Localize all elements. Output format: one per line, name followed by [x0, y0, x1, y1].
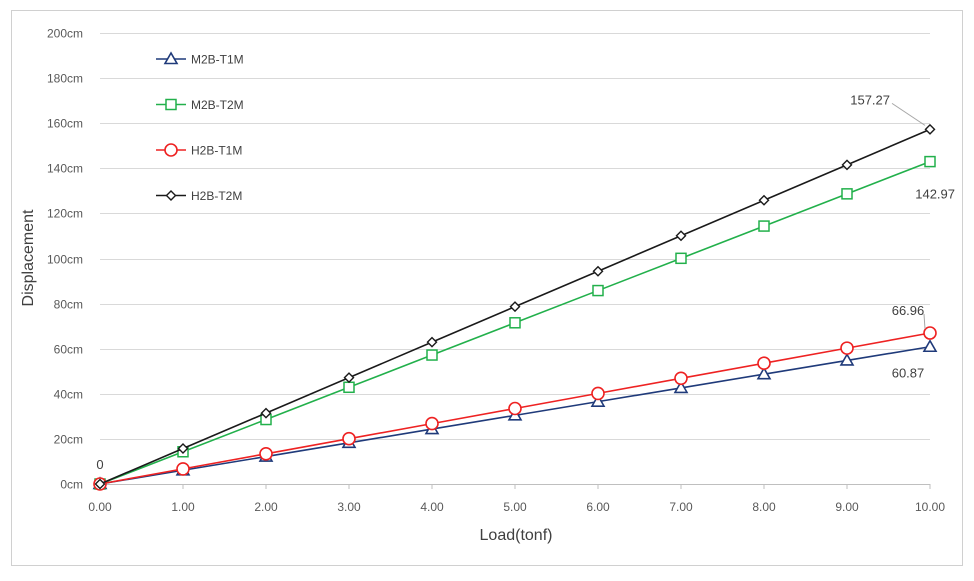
series-group: [92, 123, 938, 491]
x-tick-label: 2.00: [254, 500, 278, 514]
data-point-m2b-t2m: [924, 155, 936, 168]
legend-marker-h2b-t2m: [165, 190, 177, 201]
data-point-h2b-t1m: [176, 462, 190, 476]
data-point-h2b-t1m: [923, 326, 937, 340]
data-label: 0: [96, 457, 103, 472]
data-point-h2b-t2m: [260, 407, 272, 419]
chart-border: [11, 10, 963, 566]
data-point-h2b-t1m: [508, 401, 522, 416]
y-axis-label: Displacement: [20, 209, 37, 306]
x-tick-label: 3.00: [337, 500, 361, 514]
data-point-m2b-t1m: [839, 352, 855, 366]
legend-item-m2b-t1m: M2B-T1M: [156, 51, 244, 67]
y-tick-label: 100cm: [47, 253, 83, 267]
data-point-h2b-t2m: [94, 478, 106, 490]
data-point-h2b-t2m: [177, 443, 189, 455]
data-point-h2b-t1m: [591, 386, 605, 401]
data-point-h2b-t1m: [342, 431, 356, 446]
y-tick-label: 60cm: [54, 343, 83, 357]
x-tick-label: 9.00: [835, 500, 859, 514]
data-label: 142.97: [915, 187, 955, 202]
legend-label-m2b-t2m: M2B-T2M: [191, 98, 244, 112]
series-h2b-t2m: [94, 123, 936, 490]
data-point-h2b-t1m: [259, 447, 273, 461]
data-point-m2b-t1m: [673, 380, 689, 394]
data-point-m2b-t2m: [592, 284, 604, 297]
data-label: 157.27: [850, 92, 890, 107]
legend-label-m2b-t1m: M2B-T1M: [191, 53, 244, 67]
axes: 0cm 20cm 40cm 60cm 80cm 100cm 120cm 140cm 160cm 1…: [47, 27, 945, 515]
x-tick-label: 5.00: [503, 500, 527, 514]
data-annotations: 0 157.27 142.97 66.96 60.87: [96, 92, 955, 472]
y-tick-label: 40cm: [54, 388, 83, 402]
data-point-m2b-t2m: [841, 188, 853, 200]
legend-marker-m2b-t1m: [163, 51, 179, 65]
x-tick-label: 6.00: [586, 500, 610, 514]
data-point-m2b-t2m: [758, 220, 770, 232]
data-point-h2b-t2m: [426, 336, 438, 348]
y-tick-label: 20cm: [54, 433, 83, 447]
data-point-h2b-t2m: [343, 372, 355, 384]
legend-item-m2b-t2m: M2B-T2M: [156, 98, 244, 112]
x-axis-label: Load(tonf): [480, 527, 553, 544]
data-point-h2b-t1m: [757, 356, 771, 370]
data-point-m2b-t1m: [922, 339, 938, 353]
y-tick-label: 0cm: [60, 478, 83, 492]
annotation-leader: [923, 313, 926, 330]
data-point-m2b-t1m: [756, 366, 772, 380]
data-point-m2b-t2m: [426, 349, 438, 361]
data-point-h2b-t2m: [675, 230, 687, 242]
data-point-m2b-t2m: [675, 252, 687, 265]
y-tick-label: 160cm: [47, 117, 83, 131]
data-point-h2b-t2m: [509, 301, 521, 313]
data-point-m2b-t2m: [509, 317, 521, 329]
data-point-h2b-t2m: [592, 265, 604, 277]
x-tick-label: 1.00: [171, 500, 195, 514]
data-point-h2b-t2m: [924, 123, 936, 135]
y-tick-label: 120cm: [47, 207, 83, 221]
y-tick-label: 200cm: [47, 27, 83, 41]
legend: M2B-T1M M2B-T2M H2B-T1M H2B-T2M: [156, 51, 244, 203]
legend-marker-h2b-t1m: [164, 143, 178, 157]
x-tick-label: 7.00: [669, 500, 693, 514]
legend-item-h2b-t1m: H2B-T1M: [156, 143, 242, 158]
data-point-h2b-t2m: [758, 194, 770, 206]
y-tick-label: 140cm: [47, 162, 83, 176]
data-point-m2b-t1m: [590, 394, 606, 407]
legend-marker-m2b-t2m: [165, 98, 177, 111]
y-tick-label: 180cm: [47, 72, 83, 86]
data-point-m2b-t2m: [343, 381, 355, 394]
legend-label-h2b-t1m: H2B-T1M: [191, 144, 242, 158]
data-label: 66.96: [892, 303, 925, 318]
data-point-h2b-t2m: [841, 159, 853, 171]
y-tick-label: 80cm: [54, 298, 83, 312]
x-tick-label: 8.00: [752, 500, 776, 514]
legend-label-h2b-t2m: H2B-T2M: [191, 189, 242, 203]
annotation-leader: [891, 102, 926, 126]
legend-item-h2b-t2m: H2B-T2M: [156, 189, 242, 203]
data-point-h2b-t1m: [840, 341, 854, 355]
x-tick-label: 10.00: [915, 500, 945, 514]
x-tick-label: 0.00: [88, 500, 112, 514]
x-tick-label: 4.00: [420, 500, 444, 514]
data-point-h2b-t1m: [674, 371, 688, 386]
data-point-h2b-t1m: [425, 416, 439, 431]
data-label: 60.87: [892, 366, 925, 381]
